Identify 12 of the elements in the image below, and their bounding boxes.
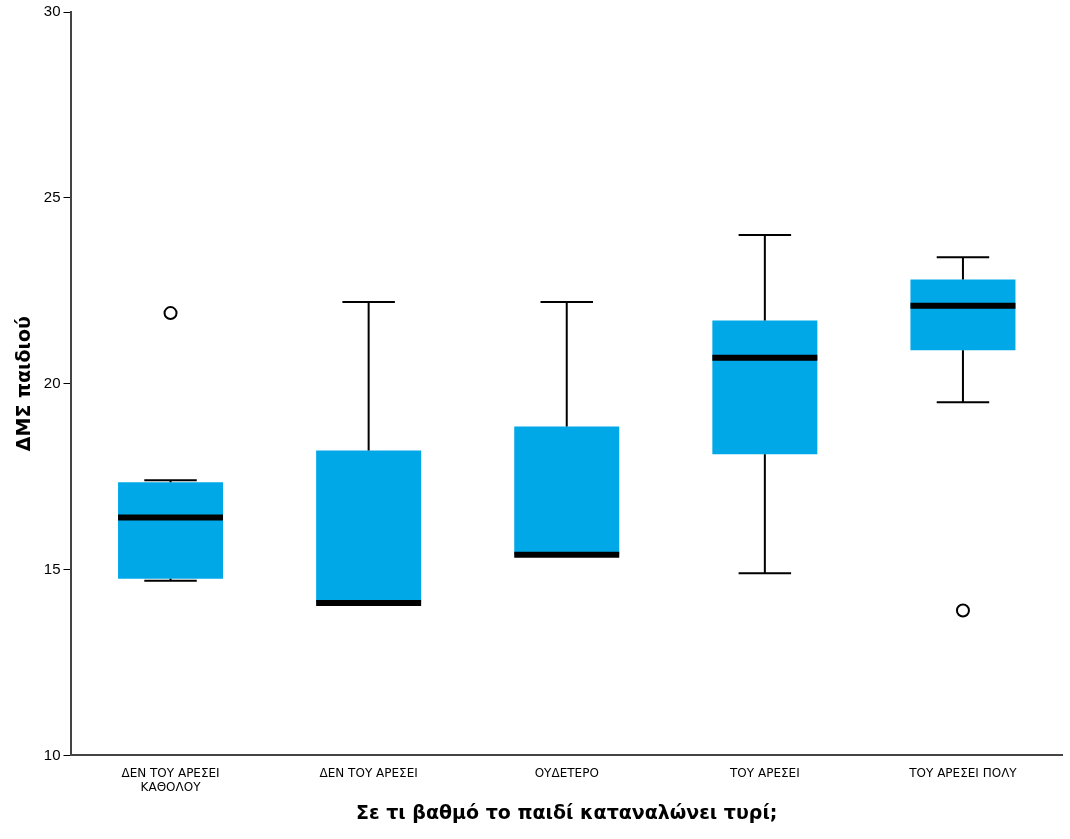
x-tick-label: ΤΟΥ ΑΡΕΣΕΙ ΠΟΛΥ (908, 765, 1018, 780)
y-tick-label: 10 (43, 745, 61, 763)
y-tick-label: 20 (43, 373, 61, 391)
x-tick-label: ΟΥΔΕΤΕΡΟ (534, 765, 599, 780)
x-tick-label: ΔΕΝ ΤΟΥ ΑΡΕΣΕΙ ΚΑΘΟΛΟΥ (121, 765, 220, 795)
x-tick-label: ΔΕΝ ΤΟΥ ΑΡΕΣΕΙ (319, 765, 418, 780)
y-tick-label: 25 (43, 187, 61, 205)
y-axis-title: ΔΜΣ παιδιού (12, 316, 35, 452)
x-axis-title: Σε τι βαθμό το παιδί καταναλώνει τυρί; (356, 800, 778, 823)
y-tick-label: 30 (43, 2, 61, 20)
x-tick-label: ΤΟΥ ΑΡΕΣΕΙ (729, 765, 800, 780)
y-tick-label: 15 (43, 559, 61, 577)
